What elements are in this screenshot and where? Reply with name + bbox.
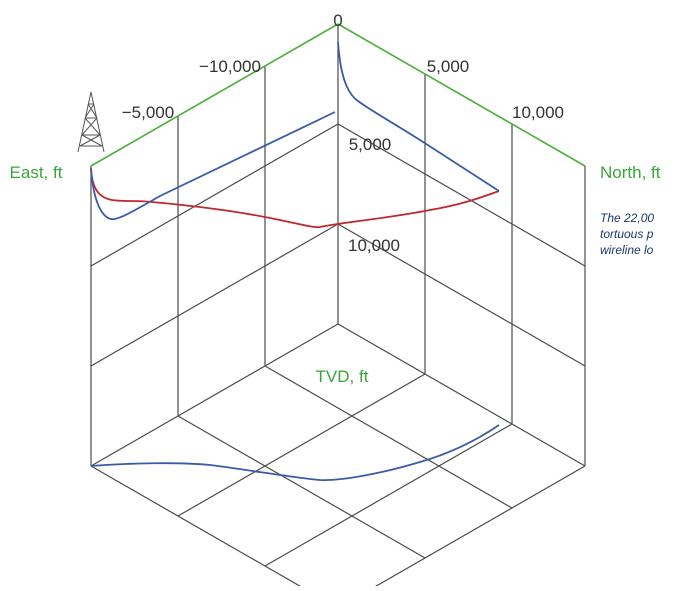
tick-north-10000: 10,000 bbox=[512, 103, 564, 122]
caption-line-2: tortuous p bbox=[600, 227, 654, 241]
tick-east-5000: −5,000 bbox=[122, 103, 174, 122]
tick-top-zero: 0 bbox=[333, 11, 342, 30]
north-axis-label: North, ft bbox=[600, 163, 661, 182]
tick-tvd-5000: 5,000 bbox=[349, 135, 392, 154]
caption-line-1: The 22,00 bbox=[600, 211, 654, 225]
tick-tvd-10000: 10,000 bbox=[348, 236, 400, 255]
top-edge-north-axis bbox=[337, 23, 586, 167]
top-edge-east-axis bbox=[90, 23, 339, 167]
floor-grid bbox=[90, 365, 586, 591]
tvd-axis-label: TVD, ft bbox=[316, 367, 369, 386]
tick-east-10000: −10,000 bbox=[199, 57, 261, 76]
drilling-rig-icon bbox=[77, 91, 105, 153]
east-axis-label: East, ft bbox=[10, 163, 63, 182]
well-path-3d bbox=[90, 167, 500, 229]
caption-line-3: wireline lo bbox=[600, 243, 654, 257]
well-path-floor-projection bbox=[90, 424, 500, 481]
well-path-east-projection bbox=[90, 111, 336, 220]
east-wall-grid bbox=[90, 24, 339, 467]
well-path-north-projection bbox=[337, 41, 500, 192]
tick-north-5000: 5,000 bbox=[427, 57, 470, 76]
north-wall-grid bbox=[337, 74, 586, 467]
